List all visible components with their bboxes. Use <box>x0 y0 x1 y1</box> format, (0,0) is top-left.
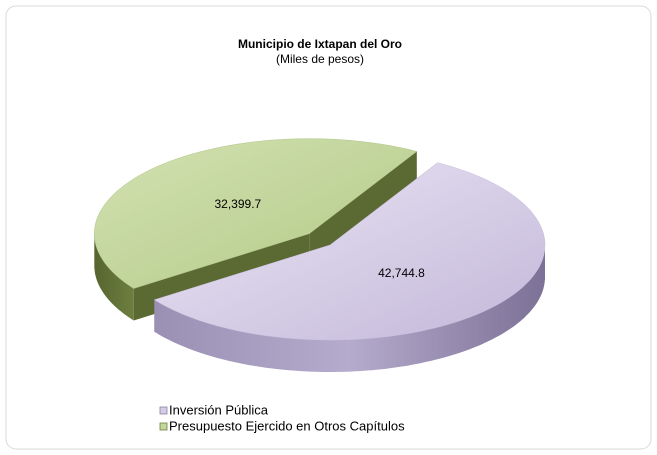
slice-side <box>154 245 545 372</box>
data-label: 32,399.7 <box>215 197 262 211</box>
chart-subtitle: (Miles de pesos) <box>276 52 364 66</box>
legend-label: Inversión Pública <box>169 402 269 417</box>
legend-swatch <box>159 422 168 431</box>
data-label: 42,744.8 <box>378 266 425 280</box>
slice-face <box>309 151 417 266</box>
slice <box>153 162 546 341</box>
chart-title: Municipio de Ixtapan del Oro <box>238 37 402 51</box>
slice-side <box>94 234 134 321</box>
slice <box>94 138 418 289</box>
legend-label: Presupuesto Ejercido en Otros Capítulos <box>169 418 405 433</box>
legend-swatch <box>159 406 168 415</box>
